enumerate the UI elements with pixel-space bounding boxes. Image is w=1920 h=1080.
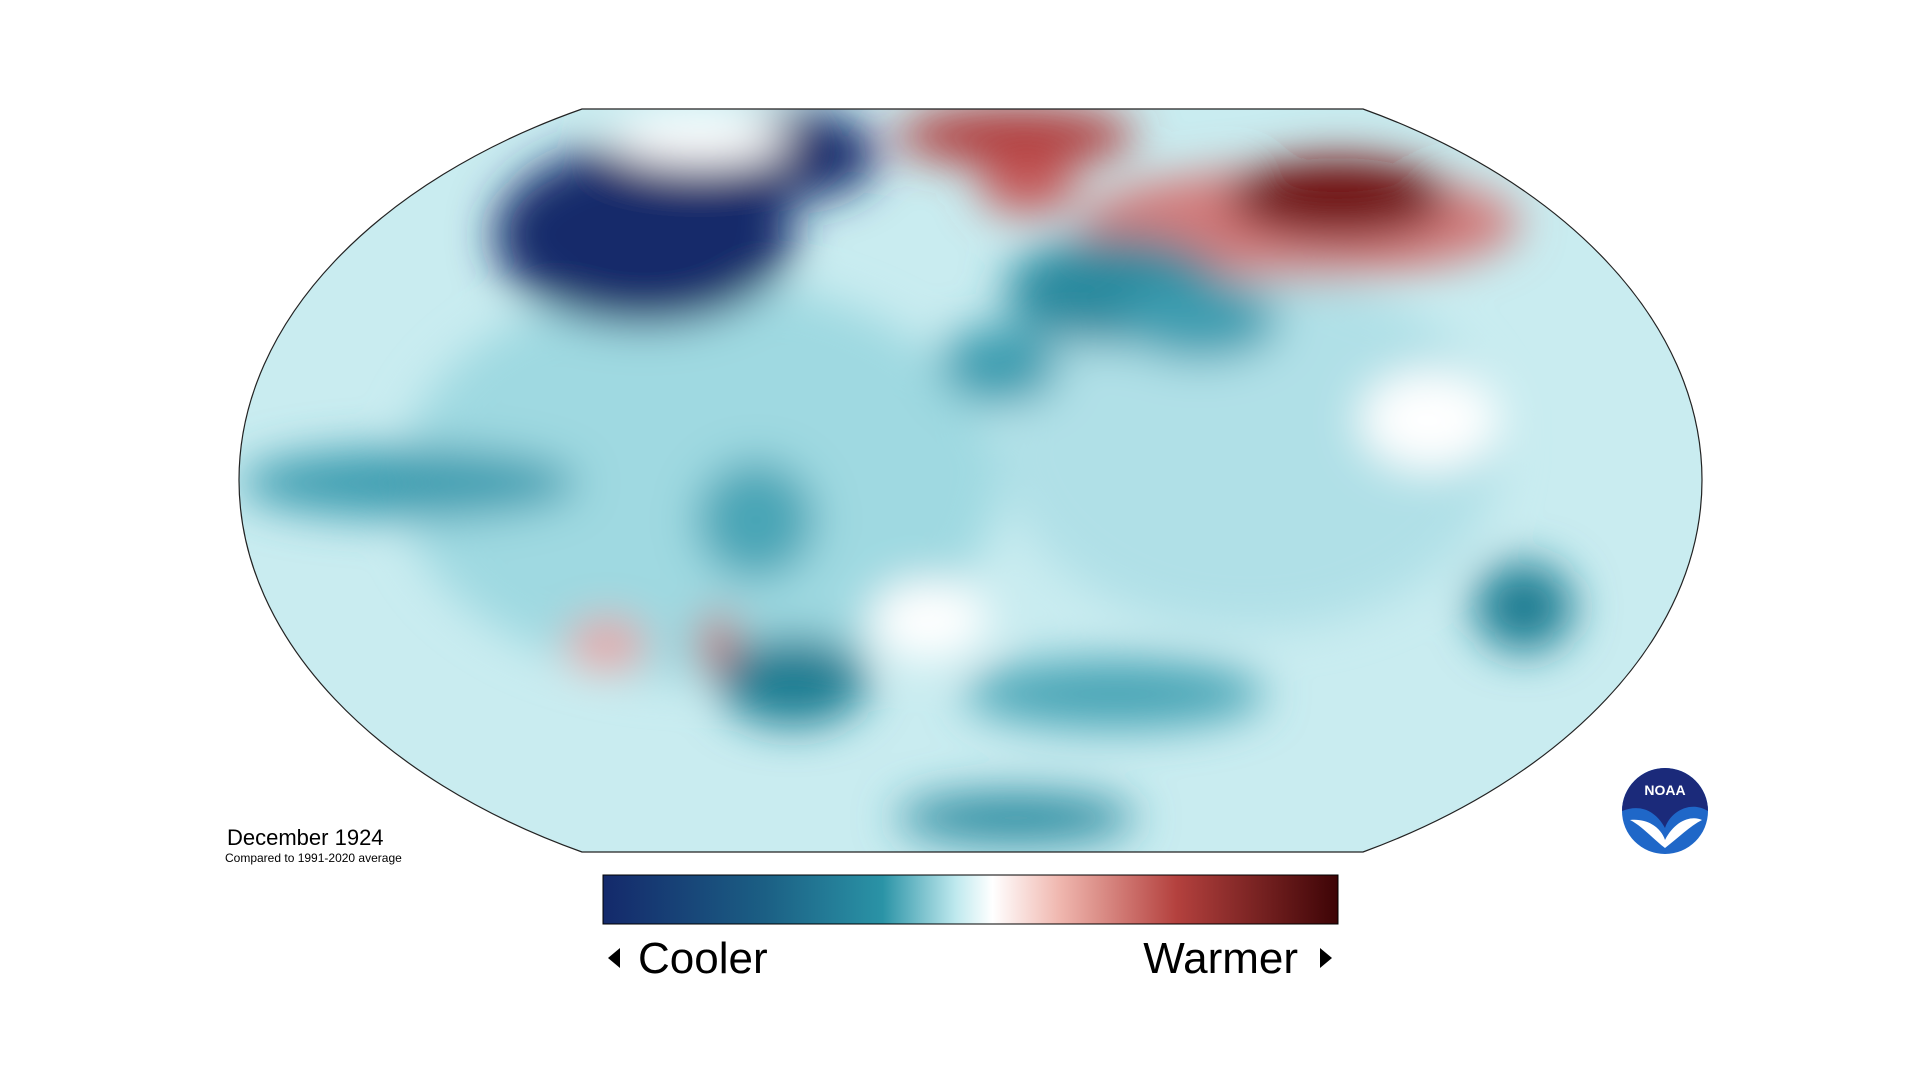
legend-high: Warmer (1143, 934, 1298, 983)
color-scale (602, 874, 1339, 925)
legend-low: Cooler (638, 934, 768, 983)
logo-text: NOAA (1644, 782, 1685, 798)
anomaly-map (239, 109, 1702, 852)
map-outline (238, 108, 1703, 853)
map-title: December 1924 (227, 825, 384, 850)
noaa-logo: NOAA (1622, 768, 1708, 854)
map-subtitle: Compared to 1991-2020 average (225, 851, 402, 865)
left-arrow (608, 948, 620, 968)
right-arrow (1320, 948, 1332, 968)
